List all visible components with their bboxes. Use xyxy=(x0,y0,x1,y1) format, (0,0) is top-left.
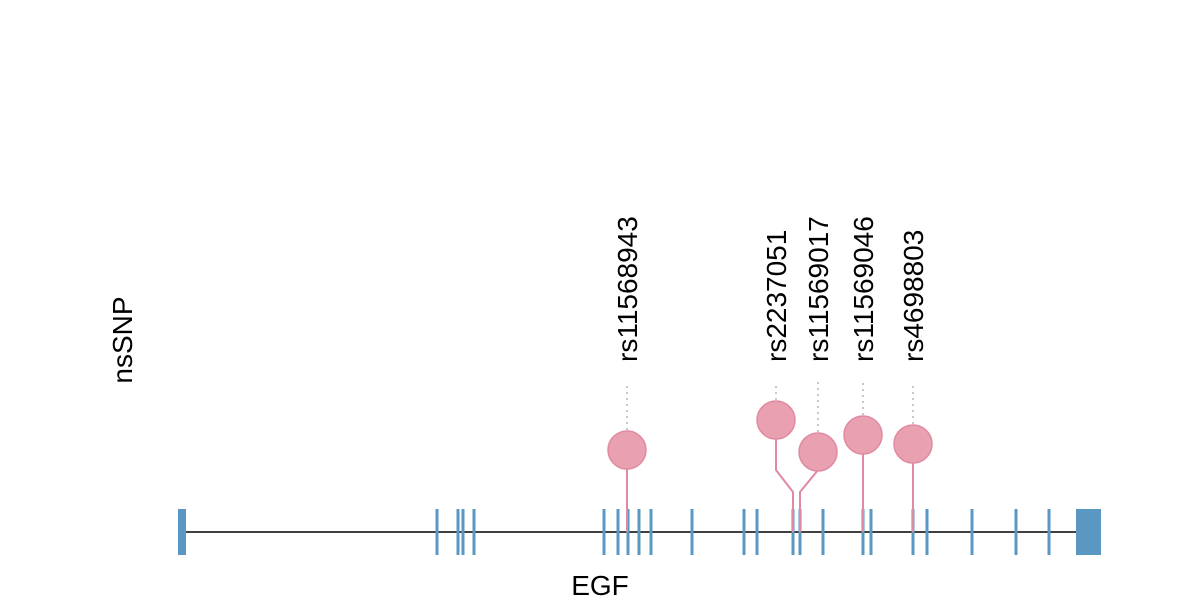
exon xyxy=(869,509,873,555)
snp-head[interactable] xyxy=(798,432,838,472)
gene-label: EGF xyxy=(571,570,629,600)
snp-head[interactable] xyxy=(756,400,796,440)
exon xyxy=(690,509,694,555)
snp-label: rs4698803 xyxy=(898,230,929,362)
exon xyxy=(925,509,929,555)
snp-label: rs11569017 xyxy=(803,216,834,362)
exon xyxy=(1047,509,1051,555)
exon xyxy=(472,509,476,555)
snp-head[interactable] xyxy=(893,424,933,464)
snp-rs11569017[interactable]: rs11569017 xyxy=(798,216,838,532)
exon xyxy=(1014,509,1018,555)
snp-rs2237051[interactable]: rs2237051 xyxy=(756,230,796,532)
snp-rs4698803[interactable]: rs4698803 xyxy=(893,230,933,532)
track-label: nsSNP xyxy=(107,296,138,383)
snp-label: rs11568943 xyxy=(612,216,643,362)
exon xyxy=(742,509,746,555)
exon xyxy=(755,509,759,555)
snp-group: rs11568943 rs2237051 rs11569017 rs11569046 r… xyxy=(607,216,933,532)
exon xyxy=(602,509,606,555)
exon xyxy=(970,509,974,555)
snp-rs11568943[interactable]: rs11568943 xyxy=(607,216,647,532)
exon xyxy=(637,509,641,555)
exon-last xyxy=(1076,509,1101,555)
exon-first xyxy=(178,509,186,555)
exon xyxy=(461,509,465,555)
snp-label: rs11569046 xyxy=(848,216,879,362)
snp-rs11569046[interactable]: rs11569046 xyxy=(843,216,883,532)
exon xyxy=(616,509,620,555)
snp-head[interactable] xyxy=(607,430,647,470)
snp-stalk xyxy=(775,420,794,532)
exon xyxy=(456,509,460,555)
exon xyxy=(649,509,653,555)
snp-label: rs2237051 xyxy=(761,230,792,362)
snp-head[interactable] xyxy=(843,415,883,455)
exon xyxy=(435,509,439,555)
exon xyxy=(821,509,825,555)
